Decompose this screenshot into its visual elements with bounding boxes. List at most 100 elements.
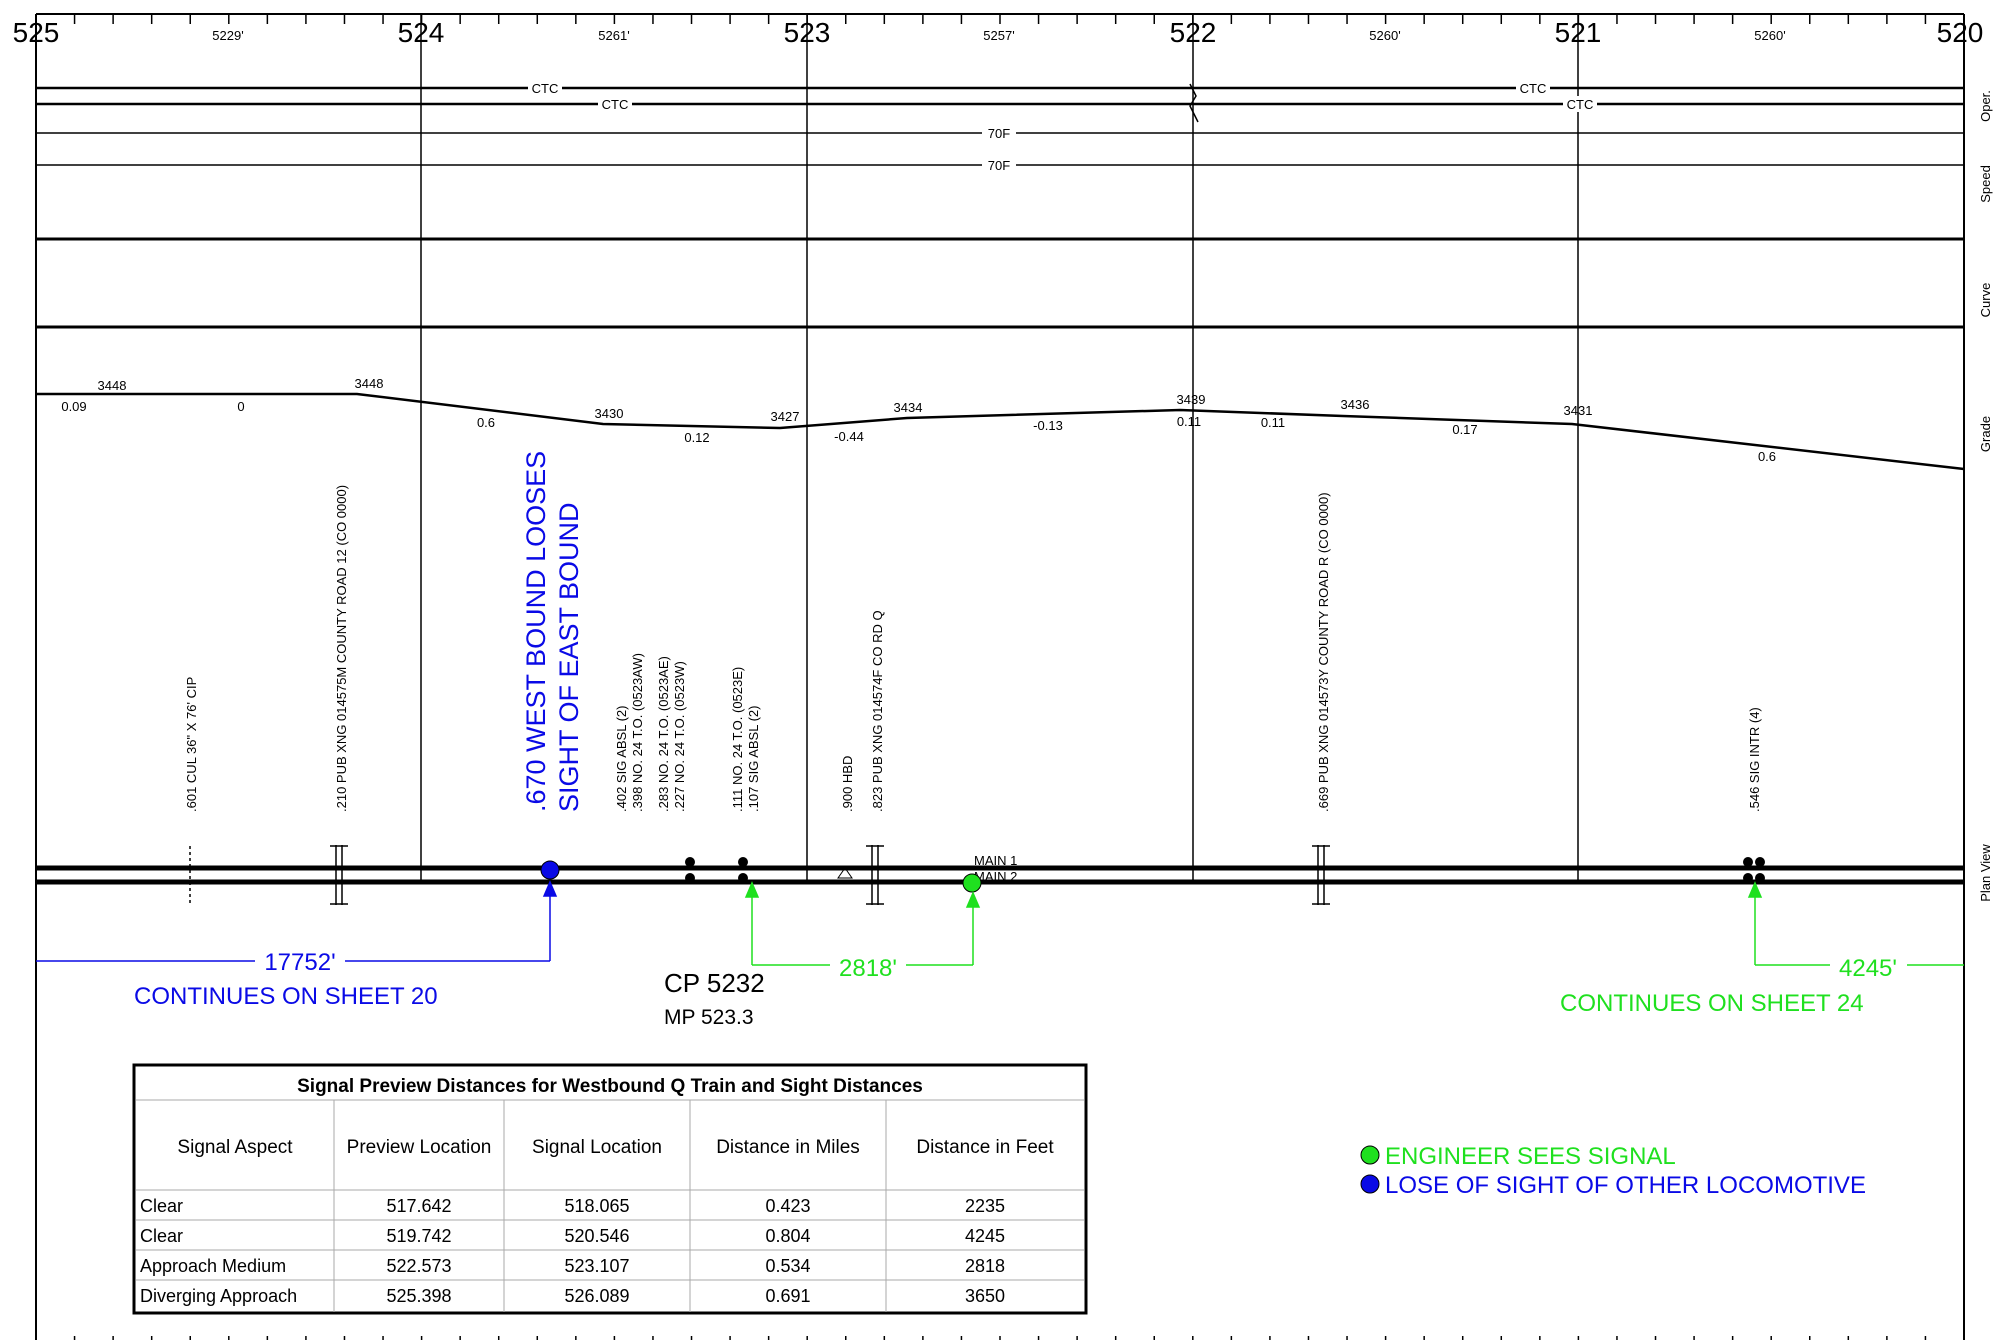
lane-label-oper: Oper. — [1978, 90, 1993, 122]
oper-label: CTC — [532, 81, 559, 96]
green-dimension-line — [744, 881, 981, 966]
table-header: Signal Aspect — [177, 1137, 293, 1158]
signal-symbol — [685, 857, 695, 883]
table-row: Clear 517.642 518.065 0.423 2235 — [140, 1196, 1005, 1216]
elevation-label: 3430 — [595, 406, 624, 421]
lane-label-curve: Curve — [1978, 283, 1993, 318]
lane-label-grade: Grade — [1978, 416, 1993, 452]
table-row: Clear 519.742 520.546 0.804 4245 — [140, 1226, 1005, 1246]
lane-label-plan: Plan View — [1978, 844, 1993, 902]
table-cell: 2235 — [965, 1196, 1005, 1216]
elevation-label: 3434 — [894, 400, 923, 415]
table-header: Distance in Miles — [716, 1137, 860, 1158]
green-distance-label: 2818' — [839, 955, 897, 982]
signal-symbol — [738, 857, 748, 883]
grade-value: 0.11 — [1177, 414, 1201, 429]
legend-green-marker — [1360, 1145, 1380, 1165]
legend-green-label: ENGINEER SEES SIGNAL — [1385, 1143, 1676, 1170]
segment-length: 5229' — [212, 28, 243, 43]
feature-label: .227 NO. 24 T.O. (0523W) — [672, 661, 687, 812]
table-cell: 519.742 — [386, 1226, 451, 1246]
elevation-label: 3431 — [1564, 403, 1593, 418]
table-cell: Diverging Approach — [140, 1286, 297, 1306]
table-header: Signal Location — [532, 1137, 662, 1158]
chart-ticks — [35, 14, 1965, 1340]
blue-dimension-line — [36, 880, 558, 962]
table-cell: 0.691 — [765, 1286, 810, 1306]
milepost-lines — [420, 14, 1579, 880]
right-distance-label: 4245' — [1839, 955, 1897, 982]
right-dimension-line — [1747, 881, 1964, 966]
table-cell: 3650 — [965, 1286, 1005, 1306]
legend-blue-label: LOSE OF SIGHT OF OTHER LOCOMOTIVE — [1385, 1172, 1866, 1199]
feature-label: .210 PUB XNG 014575M COUNTY ROAD 12 (CO … — [334, 485, 349, 812]
table-cell: 526.089 — [564, 1286, 629, 1306]
elevation-label: 3439 — [1177, 392, 1206, 407]
feature-label: .823 PUB XNG 014574F CO RD Q — [870, 610, 885, 812]
crossing-symbol — [330, 845, 348, 905]
crossing-symbol — [866, 845, 884, 905]
elevation-label: 3448 — [355, 376, 384, 391]
feature-label: .402 SIG ABSL (2) — [614, 706, 629, 812]
oper-label: CTC — [1520, 81, 1547, 96]
table-row: Approach Medium 522.573 523.107 0.534 28… — [140, 1256, 1005, 1276]
oper-label: CTC — [602, 97, 629, 112]
feature-label: .900 HBD — [840, 756, 855, 812]
table-cell: 0.423 — [765, 1196, 810, 1216]
milepost-label: 520 — [1937, 17, 1984, 48]
table-cell: 4245 — [965, 1226, 1005, 1246]
grade-value: 0.6 — [1758, 449, 1776, 464]
grade-value: 0.6 — [477, 415, 495, 430]
feature-label: .546 SIG INTR (4) — [1747, 707, 1762, 812]
grade-profile-line — [36, 392, 1965, 471]
oper-label-gaps — [528, 80, 1597, 173]
grade-value: 0.11 — [1261, 415, 1285, 430]
feature-label: .601 CUL 36" X 76' CIP — [184, 677, 199, 812]
cp-milepost: MP 523.3 — [664, 1006, 754, 1029]
table-cell: 0.804 — [765, 1226, 810, 1246]
table-header: Preview Location — [347, 1137, 492, 1158]
segment-length: 5257' — [983, 28, 1014, 43]
segment-length: 5260' — [1369, 28, 1400, 43]
segment-length: 5261' — [598, 28, 629, 43]
lane-label-speed: Speed — [1978, 165, 1993, 203]
lose-sight-marker — [540, 860, 560, 880]
table-cell: Clear — [140, 1196, 183, 1216]
sight-note-line2: SIGHT OF EAST BOUND — [554, 502, 584, 812]
cp-name: CP 5232 — [664, 968, 765, 998]
table-cell: 517.642 — [386, 1196, 451, 1216]
feature-label: .398 NO. 24 T.O. (0523AW) — [630, 653, 645, 812]
skew-mark — [1189, 83, 1199, 123]
grade-value: -0.13 — [1033, 418, 1063, 433]
signal-preview-table — [132, 1063, 1088, 1315]
grade-value: -0.44 — [834, 429, 864, 444]
sight-note-line1: .670 WEST BOUND LOOSES — [521, 451, 551, 812]
feature-label: .111 NO. 24 T.O. (0523E) — [730, 667, 745, 812]
grade-value: 0.09 — [61, 399, 86, 414]
segment-length: 5260' — [1754, 28, 1785, 43]
elevation-label: 3427 — [771, 409, 800, 424]
elevation-label: 3448 — [98, 378, 127, 393]
track-lines — [36, 865, 1964, 885]
table-cell: 0.534 — [765, 1256, 810, 1276]
blue-distance-label: 17752' — [264, 949, 335, 976]
hbd-symbol — [837, 867, 853, 879]
grade-value: 0 — [237, 399, 244, 414]
legend-blue-marker — [1360, 1174, 1380, 1194]
engineer-sees-signal-marker — [962, 873, 982, 893]
speed-label: 70F — [988, 158, 1010, 173]
milepost-label: 525 — [13, 17, 60, 48]
table-row: Diverging Approach 525.398 526.089 0.691… — [140, 1286, 1005, 1306]
feature-label: .283 NO. 24 T.O. (0523AE) — [656, 656, 671, 812]
track-label-main2: MAIN 2 — [974, 869, 1017, 884]
crossing-symbol — [1312, 845, 1330, 905]
continues-left-label: CONTINUES ON SHEET 20 — [134, 983, 438, 1010]
chart-frame — [35, 13, 1965, 1340]
table-cell: 523.107 — [564, 1256, 629, 1276]
feature-label: .669 PUB XNG 014573Y COUNTY ROAD R (CO 0… — [1316, 492, 1331, 812]
table-title: Signal Preview Distances for Westbound Q… — [297, 1076, 923, 1097]
continues-right-label: CONTINUES ON SHEET 24 — [1560, 990, 1864, 1017]
track-label-main1: MAIN 1 — [974, 853, 1017, 868]
table-cell: 2818 — [965, 1256, 1005, 1276]
